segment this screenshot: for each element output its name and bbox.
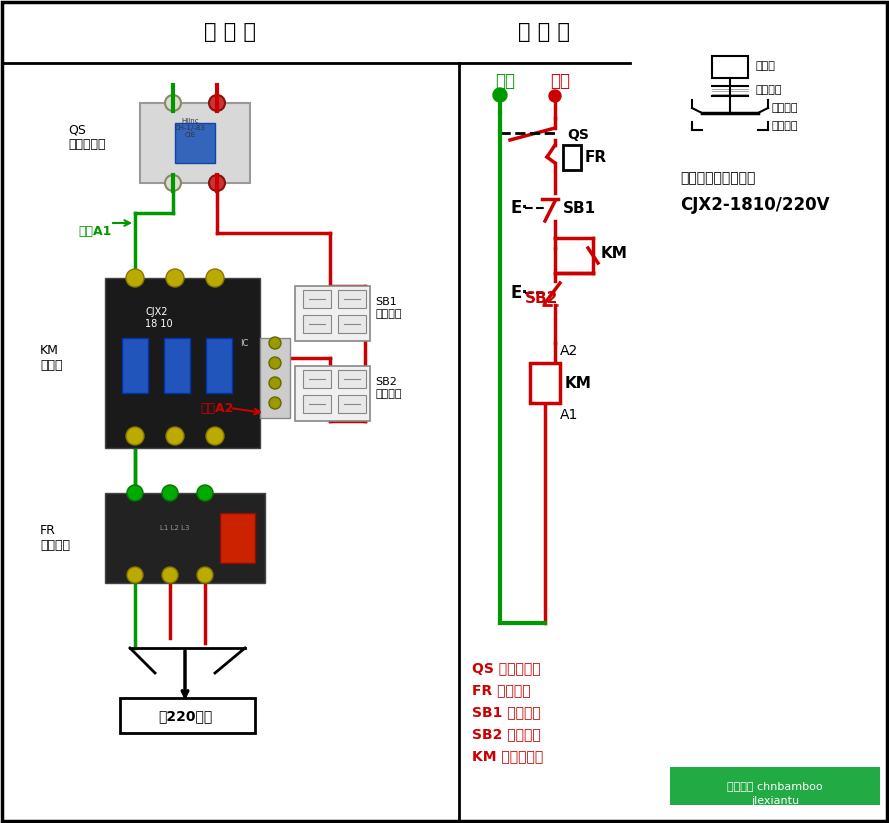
Text: 复位弹簧: 复位弹簧 bbox=[755, 85, 781, 95]
Text: A2: A2 bbox=[560, 344, 578, 358]
Bar bbox=[164, 338, 190, 393]
Text: Hilnc
CH-1/-83
CIE: Hilnc CH-1/-83 CIE bbox=[174, 118, 205, 138]
Text: QS 空气断路器: QS 空气断路器 bbox=[472, 661, 541, 675]
Bar bbox=[140, 103, 250, 183]
Circle shape bbox=[127, 485, 143, 501]
Circle shape bbox=[493, 88, 507, 102]
Bar bbox=[122, 338, 148, 393]
Circle shape bbox=[166, 269, 184, 287]
Text: FR: FR bbox=[585, 150, 607, 165]
Text: 百度知道 chnbamboo: 百度知道 chnbamboo bbox=[727, 781, 823, 791]
Text: SB1: SB1 bbox=[563, 201, 597, 216]
Text: 常开触头: 常开触头 bbox=[772, 121, 798, 131]
Bar bbox=[220, 513, 255, 563]
Circle shape bbox=[206, 269, 224, 287]
Bar bbox=[175, 123, 215, 163]
Bar bbox=[120, 698, 255, 733]
Bar bbox=[303, 315, 331, 333]
Text: 线圈A2: 线圈A2 bbox=[200, 402, 234, 415]
Bar bbox=[206, 338, 232, 393]
Circle shape bbox=[126, 269, 144, 287]
Bar bbox=[105, 278, 260, 448]
Circle shape bbox=[166, 427, 184, 445]
Bar bbox=[303, 290, 331, 308]
Bar bbox=[338, 315, 366, 333]
Circle shape bbox=[162, 567, 178, 583]
Text: SB2
启动按钮: SB2 启动按钮 bbox=[375, 377, 402, 399]
Bar bbox=[712, 56, 748, 78]
Bar bbox=[338, 395, 366, 413]
Text: CJX2-1810/220V: CJX2-1810/220V bbox=[680, 196, 829, 214]
Text: L1 L2 L3: L1 L2 L3 bbox=[160, 525, 189, 531]
Text: 火线: 火线 bbox=[550, 72, 570, 90]
Text: KM
接触器: KM 接触器 bbox=[40, 344, 62, 372]
Circle shape bbox=[165, 95, 181, 111]
Text: CJX2
18 10: CJX2 18 10 bbox=[145, 307, 172, 329]
Text: FR
热继电器: FR 热继电器 bbox=[40, 524, 70, 552]
Text: 接220电机: 接220电机 bbox=[158, 709, 212, 723]
Text: 注：交流接触器选用: 注：交流接触器选用 bbox=[680, 171, 756, 185]
Bar bbox=[303, 370, 331, 388]
Text: jlexiantu: jlexiantu bbox=[751, 796, 799, 806]
Text: 线圈A1: 线圈A1 bbox=[78, 225, 111, 238]
Bar bbox=[303, 395, 331, 413]
Circle shape bbox=[269, 337, 281, 349]
Text: IC: IC bbox=[240, 338, 248, 347]
Circle shape bbox=[269, 397, 281, 409]
Bar bbox=[295, 366, 370, 421]
Bar bbox=[670, 767, 880, 805]
Text: SB1 停止按钮: SB1 停止按钮 bbox=[472, 705, 541, 719]
Text: QS: QS bbox=[567, 128, 589, 142]
Text: 按钮帽: 按钮帽 bbox=[755, 61, 775, 71]
Bar bbox=[260, 338, 290, 418]
Text: E·: E· bbox=[510, 284, 528, 302]
Bar bbox=[338, 290, 366, 308]
Circle shape bbox=[127, 567, 143, 583]
Circle shape bbox=[209, 175, 225, 191]
Circle shape bbox=[126, 427, 144, 445]
Text: KM: KM bbox=[601, 245, 628, 261]
Bar bbox=[105, 493, 265, 583]
Bar bbox=[530, 363, 560, 403]
Text: 常闭触头: 常闭触头 bbox=[772, 103, 798, 113]
Text: SB2: SB2 bbox=[525, 291, 558, 305]
Text: KM: KM bbox=[565, 375, 592, 390]
Circle shape bbox=[269, 377, 281, 389]
Bar bbox=[338, 370, 366, 388]
Circle shape bbox=[197, 567, 213, 583]
Circle shape bbox=[206, 427, 224, 445]
Text: FR 热继电器: FR 热继电器 bbox=[472, 683, 531, 697]
Text: A1: A1 bbox=[560, 408, 579, 422]
Bar bbox=[295, 286, 370, 341]
Circle shape bbox=[549, 90, 561, 102]
Text: 零线: 零线 bbox=[495, 72, 515, 90]
Circle shape bbox=[165, 175, 181, 191]
Circle shape bbox=[162, 485, 178, 501]
Text: 原 理 图: 原 理 图 bbox=[518, 21, 571, 41]
Bar bbox=[563, 145, 581, 170]
Text: SB2 启动按钮: SB2 启动按钮 bbox=[472, 727, 541, 741]
Circle shape bbox=[197, 485, 213, 501]
Text: KM 交流接触器: KM 交流接触器 bbox=[472, 749, 543, 763]
Text: SB1
停止按钮: SB1 停止按钮 bbox=[375, 297, 402, 319]
Text: QS
空气断路器: QS 空气断路器 bbox=[68, 123, 106, 151]
Text: E·: E· bbox=[510, 199, 528, 217]
Circle shape bbox=[269, 357, 281, 369]
Text: 实 物 图: 实 物 图 bbox=[204, 21, 255, 41]
Circle shape bbox=[209, 95, 225, 111]
